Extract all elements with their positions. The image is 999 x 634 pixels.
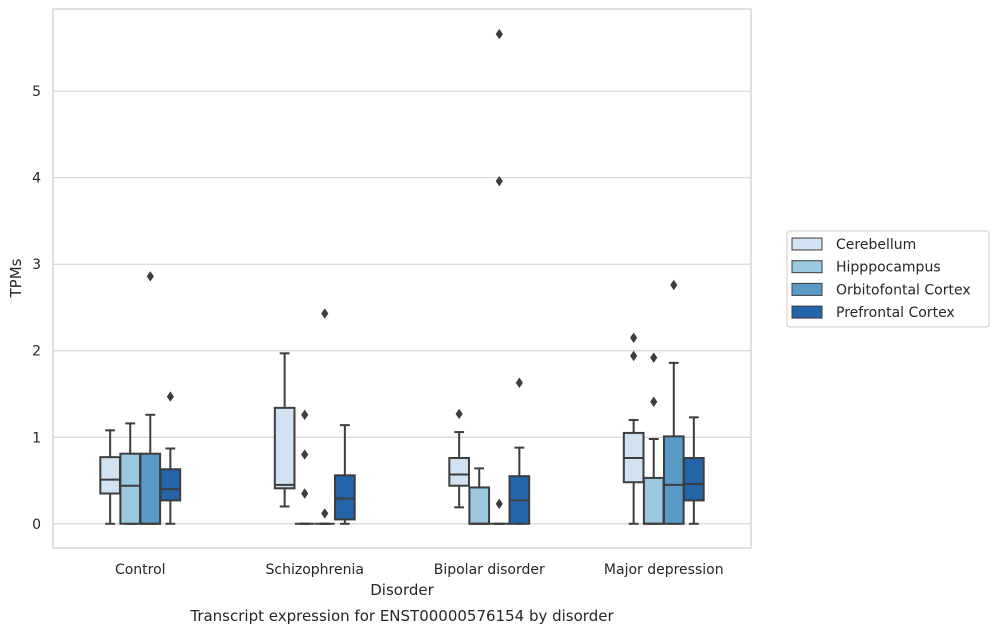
outlier-point [670,279,678,291]
box-iqr [273,406,296,490]
box-plot [119,422,142,525]
outlier-point [495,28,503,40]
box-iqr [662,435,685,525]
outlier-point [495,175,503,187]
legend-swatch [791,260,823,274]
outlier-point [301,488,309,499]
box-plot [489,28,510,525]
y-axis-label: TPMs [7,258,25,298]
box-plots [99,28,705,525]
box-iqr [448,457,470,487]
x-tick-label: Bipolar disorder [434,562,545,578]
y-tick-label: 4 [32,171,41,187]
outlier-point [650,352,658,363]
outlier-point [650,396,658,407]
plot-area-frame [52,8,752,549]
outlier-point [630,332,638,343]
box-iqr [99,456,121,495]
box-plot [159,391,182,525]
y-tick-label: 2 [32,344,41,360]
box-plot [314,308,335,525]
box-iqr [119,452,142,525]
x-axis-ticks: Control Schizophrenia Bipolar disorder Majo… [115,562,724,578]
legend-swatch [791,282,823,296]
box-plot [622,332,645,525]
x-tick-label: Control [115,562,166,578]
y-tick-label: 0 [32,517,41,533]
box-plot [448,408,470,509]
box-plot [99,429,121,525]
y-tick-label: 3 [32,257,41,273]
legend-frame [786,230,990,328]
box-plot [273,352,296,508]
legend-label: Orbitofontal Cortex [836,282,971,298]
outlier-point [321,308,329,319]
legend: Cerebellum Hipppocampus Orbitofontal Corte… [786,230,990,328]
box-iqr [683,457,705,502]
legend-label: Cerebellum [836,237,916,253]
outlier-point [301,449,309,460]
box-plot [139,271,162,525]
box-plot [642,352,665,525]
box-plot [508,377,531,525]
outlier-point [301,409,309,420]
outlier-point [146,271,154,282]
box-iqr [139,452,162,525]
y-axis-ticks: 0 1 2 3 4 5 [32,84,41,533]
box-plot [334,424,356,525]
box-plot [294,409,315,525]
box-iqr [159,468,182,502]
box-plot [662,279,685,525]
outlier-point [630,350,638,362]
legend-label: Prefrontal Cortex [836,305,955,321]
x-axis-label: Disorder [370,581,434,599]
box-iqr [642,476,665,525]
x-tick-label: Schizophrenia [266,562,364,578]
legend-label: Hipppocampus [836,260,941,276]
legend-swatch [791,305,823,319]
y-tick-label: 5 [32,84,41,100]
outlier-point [495,498,503,510]
figure-caption: Transcript expression for ENST0000057615… [189,607,614,625]
box-iqr [334,474,356,521]
outlier-point [321,508,329,519]
outlier-point [166,391,174,402]
box-plot [468,467,491,525]
outlier-point [515,377,523,388]
x-tick-label: Major depression [604,562,724,578]
box-plot [683,416,705,525]
outlier-point [455,408,463,420]
y-tick-label: 1 [32,430,41,446]
legend-swatch [791,237,823,251]
box-iqr [468,486,491,525]
